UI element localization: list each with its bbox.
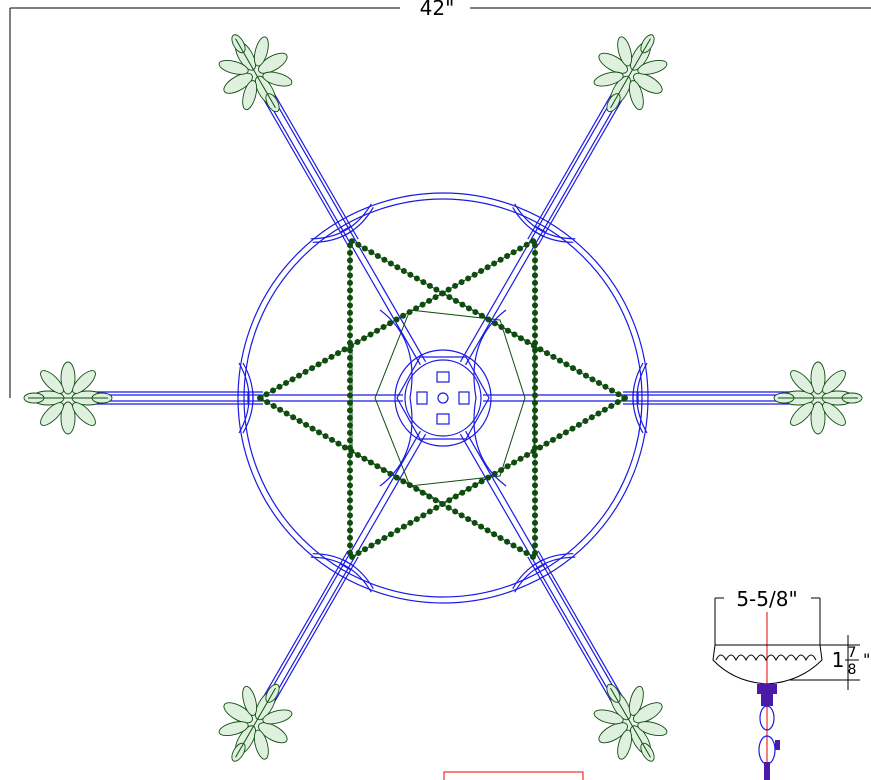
height-numerator: 7 (848, 645, 857, 661)
height-denominator: 8 (848, 662, 857, 678)
canopy-detail: 5-5/8" 1 7 8 " (712, 587, 870, 780)
frame (443, 771, 584, 780)
height-unit: " (863, 650, 870, 669)
chandelier-plan (24, 17, 862, 779)
dimension-42: 42" (9, 0, 871, 398)
height-whole: 1 (832, 648, 845, 672)
width-label: 42" (420, 0, 455, 20)
canopy-width-label: 5-5/8" (736, 587, 797, 611)
